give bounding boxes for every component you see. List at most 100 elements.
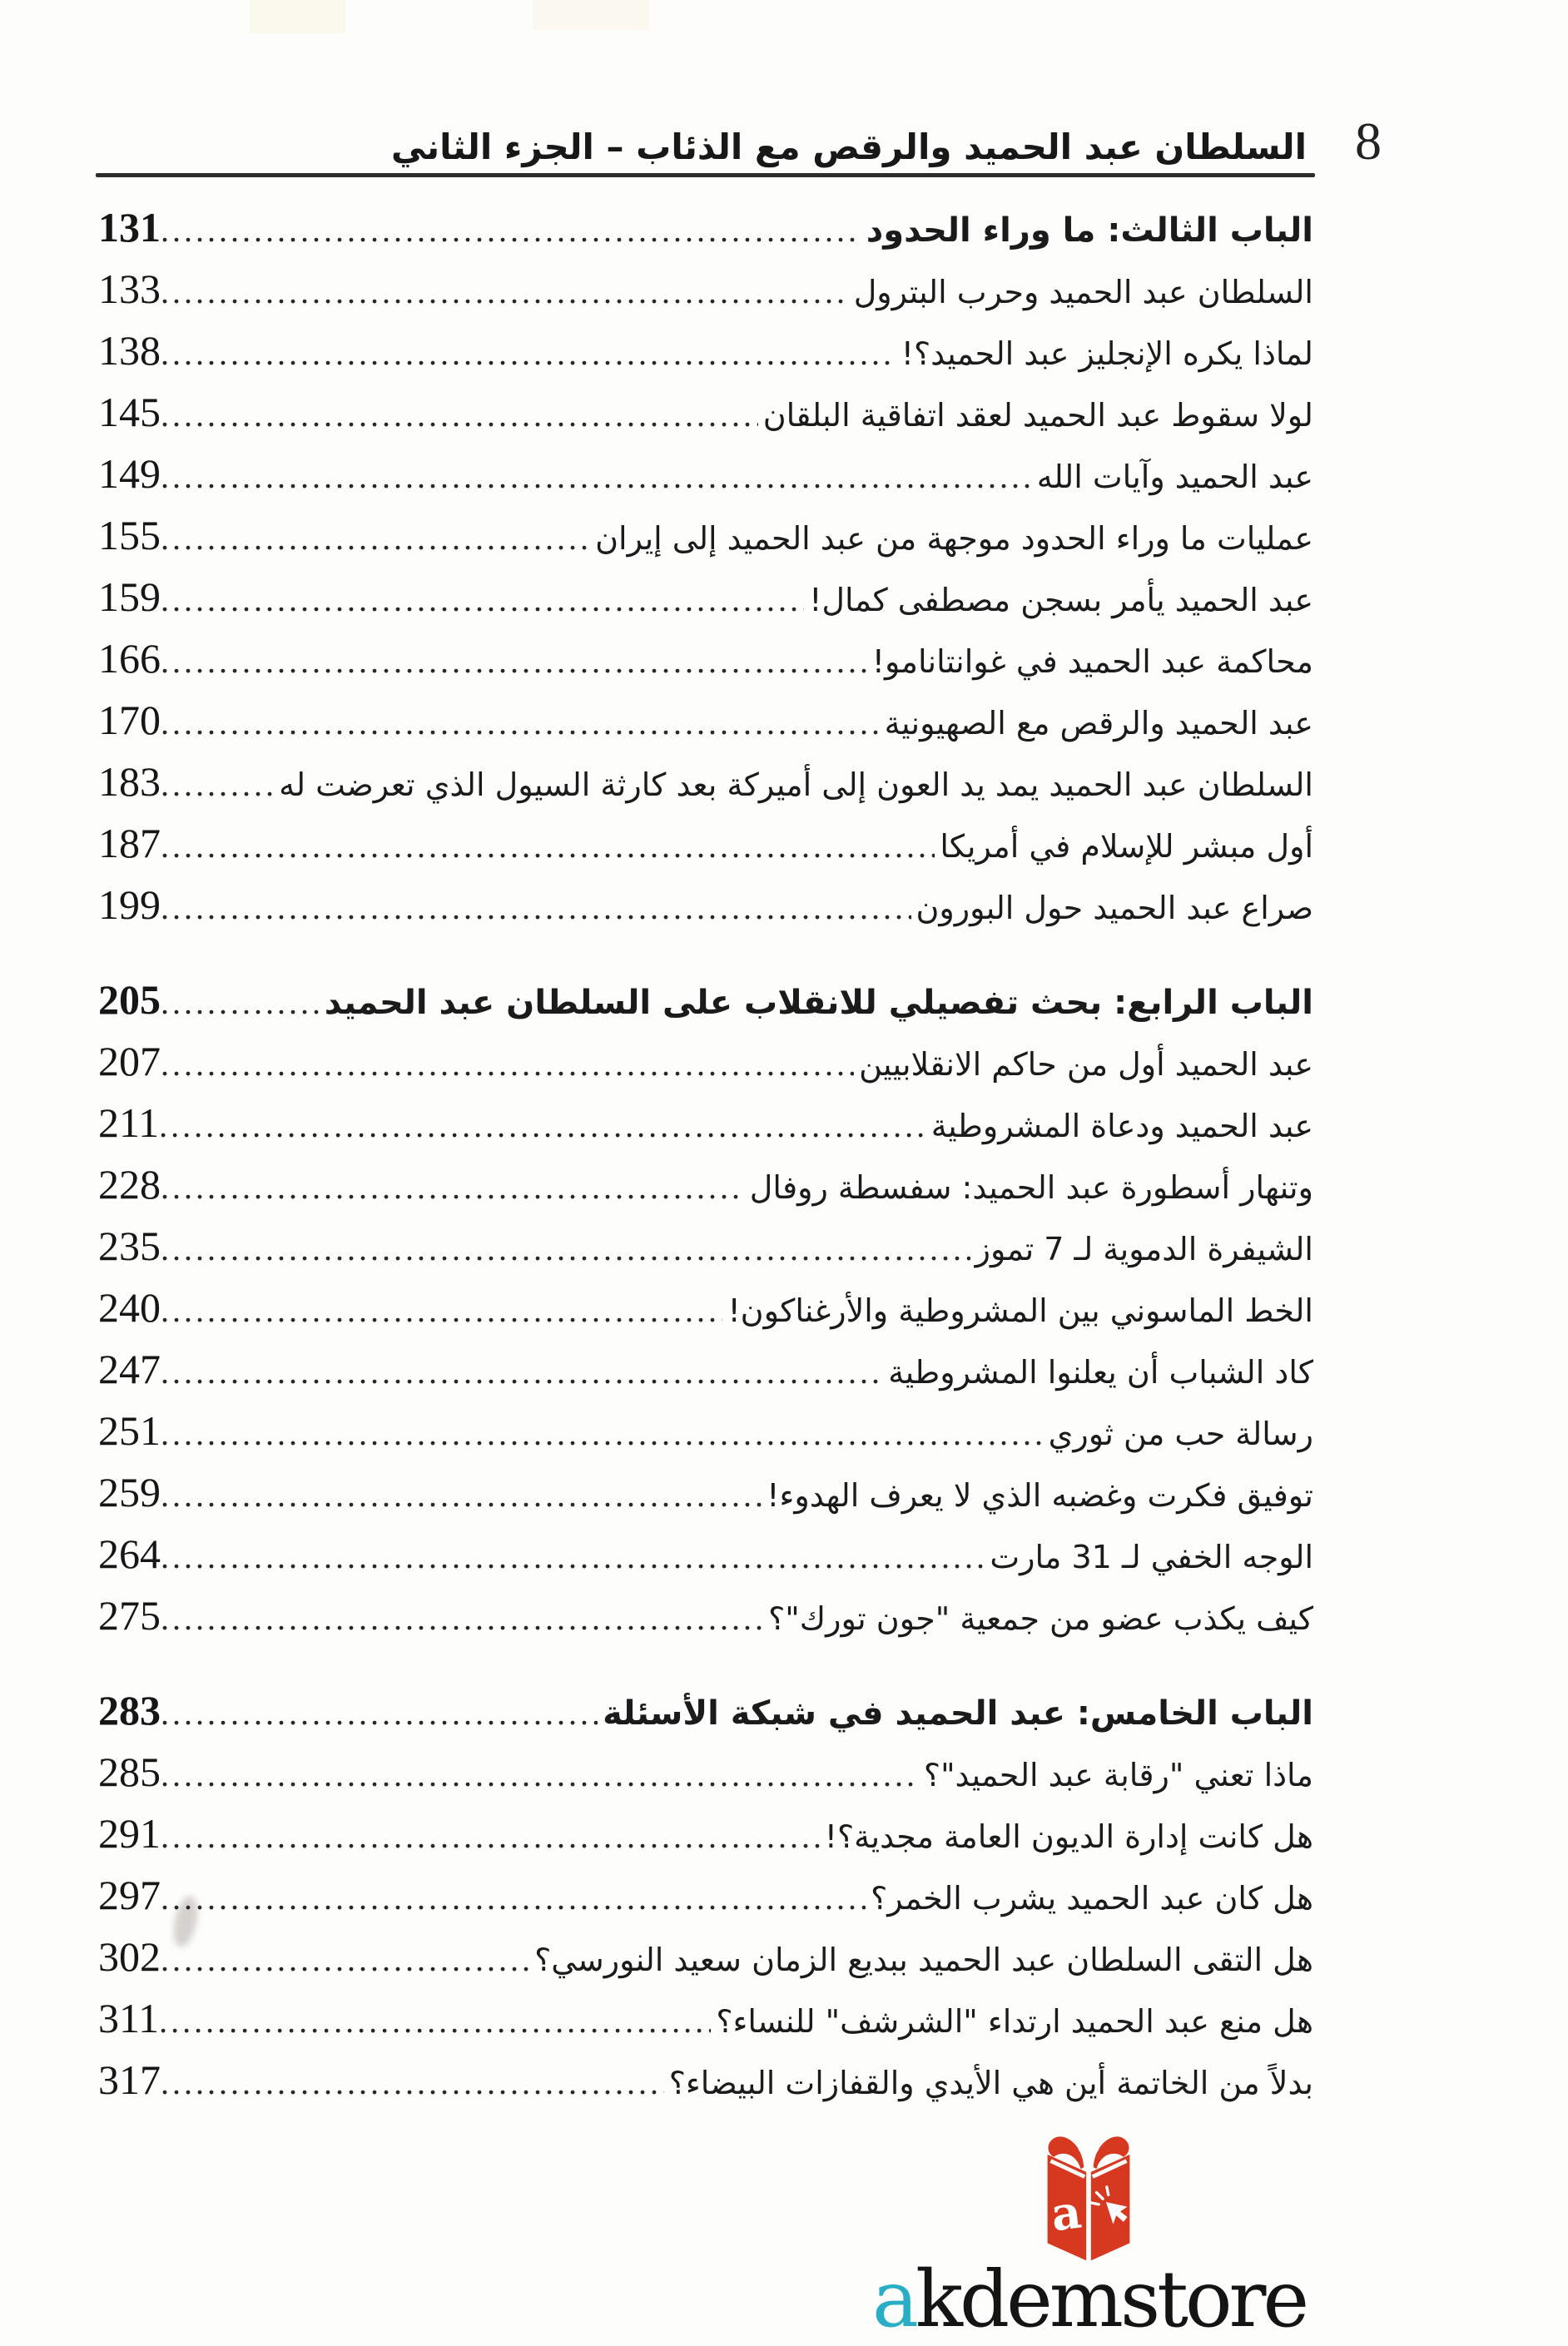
dot-leader [161, 754, 274, 816]
toc-row: عمليات ما وراء الحدود موجهة من عبد الحمي… [98, 504, 1313, 566]
dot-leader [161, 508, 590, 569]
dot-leader [161, 1806, 820, 1867]
logo-wordmark: akdemstore [872, 2259, 1309, 2342]
wordmark-rest: kdemstore [915, 2254, 1309, 2345]
toc-entry-title: صراع عبد الحميد حول البورون [915, 890, 1314, 926]
toc-entry-page: 302 [98, 1933, 161, 1980]
toc-entry-title: توفيق فكرت وغضبه الذي لا يعرف الهدوء! [767, 1477, 1313, 1514]
toc-entry-page: 251 [98, 1407, 161, 1454]
toc-entry-title: الباب الثالث: ما وراء الحدود [866, 211, 1313, 250]
toc-row: الباب الثالث: ما وراء الحدود 131 [98, 196, 1313, 258]
dot-leader [161, 816, 935, 877]
dot-leader [161, 1465, 762, 1526]
toc-row: عبد الحميد وآيات الله 149 [98, 443, 1313, 504]
dot-leader [161, 1588, 763, 1649]
toc-entry-title: بدلاً من الخاتمة أين هي الأيدي والقفازات… [668, 2065, 1313, 2101]
toc-entry-title: الشيفرة الدموية لـ 7 تموز [975, 1231, 1313, 1267]
toc-entry-title: كيف يكذب عضو من جمعية "جون تورك"؟ [768, 1600, 1313, 1637]
dot-leader [161, 261, 849, 323]
toc-row: هل كان عبد الحميد يشرب الخمر؟ 297 [98, 1864, 1313, 1926]
toc-entry-page: 199 [98, 881, 161, 928]
toc-row: توفيق فكرت وغضبه الذي لا يعرف الهدوء! 25… [98, 1461, 1313, 1523]
toc-entry-title: عمليات ما وراء الحدود موجهة من عبد الحمي… [595, 520, 1313, 557]
toc-row: كاد الشباب أن يعلنوا المشروطية 247 [98, 1338, 1313, 1400]
toc-row: الباب الخامس: عبد الحميد في شبكة الأسئلة… [98, 1679, 1313, 1741]
toc-entry-page: 170 [98, 697, 161, 743]
dot-leader [161, 1280, 722, 1342]
toc-entry-title: هل كان عبد الحميد يشرب الخمر؟ [871, 1880, 1313, 1917]
toc-row: الوجه الخفي لـ 31 مارت 264 [98, 1523, 1313, 1585]
dot-leader [161, 1526, 985, 1588]
toc-row: الباب الرابع: بحث تفصيلي للانقلاب على ال… [98, 969, 1313, 1030]
toc-entry-page: 311 [98, 1995, 160, 2041]
toc-row: لماذا يكره الإنجليز عبد الحميد؟! 138 [98, 320, 1313, 381]
toc-entry-title: الوجه الخفي لـ 31 مارت [990, 1539, 1313, 1575]
toc-entry-page: 205 [98, 976, 161, 1023]
dot-leader [161, 1218, 970, 1280]
toc-entry-page: 297 [98, 1872, 161, 1918]
dot-leader [161, 1683, 598, 1744]
toc-entry-page: 155 [98, 512, 161, 558]
dot-leader [159, 1991, 711, 2052]
toc-entry-title: عبد الحميد وآيات الله [1036, 459, 1313, 495]
toc-entry-title: لولا سقوط عبد الحميد لعقد اتفاقية البلقا… [762, 397, 1313, 434]
dot-leader [161, 877, 911, 939]
logo-letter-a: a [1048, 2184, 1084, 2241]
toc-row: بدلاً من الخاتمة أين هي الأيدي والقفازات… [98, 2049, 1313, 2110]
toc-entry-page: 211 [98, 1099, 160, 1146]
toc-entry-page: 166 [98, 635, 161, 682]
toc-entry-page: 283 [98, 1687, 161, 1733]
toc-entry-page: 145 [98, 389, 161, 435]
toc-entry-title: هل منع عبد الحميد ارتداء "الشرشف" للنساء… [716, 2003, 1313, 2040]
toc-entry-page: 228 [98, 1161, 161, 1208]
toc-row: محاكمة عبد الحميد في غوانتانامو! 166 [98, 627, 1313, 689]
toc-row: هل كانت إدارة الديون العامة مجدية؟! 291 [98, 1803, 1313, 1864]
toc-entry-title: عبد الحميد ودعاة المشروطية [930, 1108, 1313, 1144]
scan-artifact [250, 0, 345, 33]
dot-leader [161, 1034, 854, 1095]
toc-row: الشيفرة الدموية لـ 7 تموز 235 [98, 1215, 1313, 1277]
toc-entry-title: أول مبشر للإسلام في أمريكا [940, 828, 1313, 865]
toc-row: الخط الماسوني بين المشروطية والأرغناكون!… [98, 1277, 1313, 1338]
toc-row: هل منع عبد الحميد ارتداء "الشرشف" للنساء… [98, 1987, 1313, 2049]
toc-entry-title: عبد الحميد يأمر بسجن مصطفى كمال! [809, 582, 1313, 618]
toc-row: ماذا تعني "رقابة عبد الحميد"؟ 285 [98, 1741, 1313, 1803]
dot-leader [161, 446, 1032, 508]
book-title: السلطان عبد الحميد والرقص مع الذئاب – ال… [390, 126, 1307, 167]
toc-entry-page: 235 [98, 1223, 161, 1269]
toc-entry-page: 149 [98, 450, 161, 497]
toc-entry-page: 291 [98, 1810, 161, 1857]
dot-leader [161, 200, 861, 261]
dot-leader [161, 1867, 866, 1929]
toc-entry-page: 285 [98, 1748, 161, 1795]
open-book-icon: a [1047, 2134, 1130, 2261]
toc-row: عبد الحميد ودعاة المشروطية 211 [98, 1092, 1313, 1153]
toc-list: الباب الثالث: ما وراء الحدود 131 السلطان… [98, 196, 1313, 2110]
dot-leader [161, 2052, 664, 2114]
toc-row: أول مبشر للإسلام في أمريكا 187 [98, 812, 1313, 874]
toc-entry-page: 275 [98, 1592, 161, 1639]
toc-row: صراع عبد الحميد حول البورون 199 [98, 874, 1313, 935]
dot-leader [161, 1929, 529, 1991]
running-head: 8 السلطان عبد الحميد والرقص مع الذئاب – … [391, 107, 1382, 176]
reader-head [1077, 2134, 1100, 2156]
toc-entry-page: 133 [98, 265, 161, 312]
toc-entry-title: عبد الحميد والرقص مع الصهيونية [884, 705, 1313, 741]
publisher-logo: a akdemstore [872, 2124, 1309, 2342]
toc-row: رسالة حب من ثوري 251 [98, 1400, 1313, 1461]
dot-leader [161, 384, 758, 446]
toc-entry-title: هل كانت إدارة الديون العامة مجدية؟! [824, 1818, 1313, 1855]
toc-row: كيف يكذب عضو من جمعية "جون تورك"؟ 275 [98, 1585, 1313, 1646]
toc-entry-title: كاد الشباب أن يعلنوا المشروطية [888, 1354, 1313, 1391]
toc-entry-title: وتنهار أسطورة عبد الحميد: سفسطة روفال [749, 1169, 1313, 1206]
toc-entry-page: 131 [98, 204, 161, 250]
toc-entry-title: الباب الرابع: بحث تفصيلي للانقلاب على ال… [324, 984, 1313, 1022]
toc-row: عبد الحميد أول من حاكم الانقلابيين 207 [98, 1030, 1313, 1092]
toc-row: السلطان عبد الحميد وحرب البترول 133 [98, 258, 1313, 320]
toc-row: السلطان عبد الحميد يمد يد العون إلى أمير… [98, 751, 1313, 812]
wordmark-a: a [872, 2254, 919, 2345]
toc-entry-title: الباب الخامس: عبد الحميد في شبكة الأسئلة [603, 1694, 1313, 1733]
toc-row: عبد الحميد يأمر بسجن مصطفى كمال! 159 [98, 566, 1313, 627]
toc-entry-page: 138 [98, 327, 161, 374]
